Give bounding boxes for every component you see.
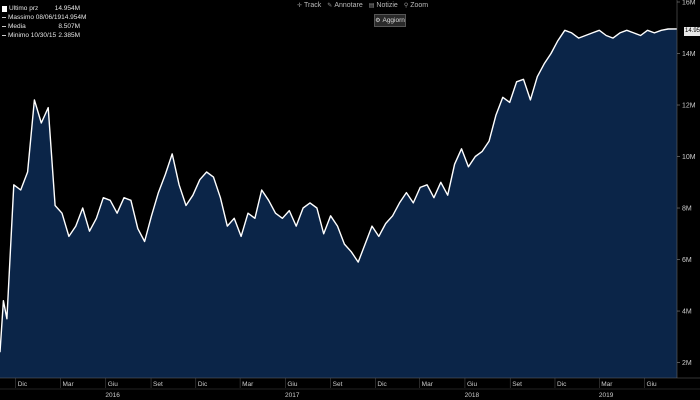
track-label: Track — [304, 2, 322, 9]
y-tick-label: 2M — [682, 360, 692, 367]
update-button[interactable]: ⚙ Aggiorn — [374, 14, 406, 27]
x-tick-label: Dic — [198, 381, 208, 388]
zoom-button[interactable]: ⚲ Zoom — [404, 2, 428, 9]
series-line — [0, 28, 678, 353]
y-tick-label: 16M — [682, 0, 696, 7]
line-marker-icon — [2, 17, 6, 18]
x-tick-label: Dic — [18, 381, 28, 388]
y-tick-label: 4M — [682, 309, 692, 316]
legend-item-last-price: Ultimo prz 14.954M — [2, 4, 80, 13]
annotate-button[interactable]: ✎ Annotare — [327, 2, 362, 9]
gear-icon: ⚙ — [375, 18, 381, 24]
x-year-label: 2017 — [285, 392, 300, 399]
legend: Ultimo prz 14.954M Massimo 08/06/19 14.9… — [2, 4, 86, 48]
x-tick-label: Giu — [467, 381, 478, 388]
x-tick-label: Giu — [287, 381, 298, 388]
box-marker-icon — [2, 5, 7, 12]
legend-item-min: Minimo 10/30/15 2.385M — [2, 31, 80, 40]
x-year-label: 2019 — [599, 392, 614, 399]
x-year-label: 2018 — [465, 392, 480, 399]
line-marker-icon — [2, 35, 6, 36]
legend-value: 8.507M — [58, 23, 80, 30]
news-label: Notizie — [376, 2, 398, 9]
area-fill — [0, 28, 677, 379]
zoom-label: Zoom — [410, 2, 429, 9]
x-tick-label: Giu — [108, 381, 119, 388]
x-axis: Dic Mar Giu Set Dic Mar Giu Set Dic Mar Giu Set Dic M… — [0, 377, 700, 399]
x-tick-label: Dic — [557, 381, 567, 388]
legend-label: Minimo 10/30/15 — [8, 32, 57, 39]
pencil-icon: ✎ — [327, 3, 333, 9]
update-label: Aggiorn — [382, 17, 405, 24]
news-button[interactable]: ▤ Notizie — [369, 2, 398, 9]
x-year-label: 2016 — [105, 392, 120, 399]
x-tick-label: Mar — [242, 381, 254, 388]
legend-value: 14.954M — [54, 5, 80, 12]
x-tick-label: Mar — [601, 381, 613, 388]
y-tick-label: 14M — [682, 51, 696, 58]
x-tick-label: Dic — [377, 381, 387, 388]
legend-item-average: Media 8.507M — [2, 22, 80, 31]
news-icon: ▤ — [368, 3, 375, 9]
last-price-tag: 14.954M — [684, 27, 700, 36]
chart-toolbar: ✛ Track ✎ Annotare ▤ Notizie ⚲ Zoom — [297, 2, 428, 9]
x-tick-label: Set — [333, 381, 343, 388]
y-axis: 2M 4M 6M 8M 10M 12M 14M 16M — [676, 0, 696, 378]
annotate-label: Annotare — [334, 2, 363, 9]
legend-label: Media — [8, 23, 26, 30]
area-layer — [0, 28, 678, 379]
y-tick-label: 6M — [682, 257, 692, 264]
x-tick-label: Mar — [63, 381, 75, 388]
y-tick-label: 12M — [682, 103, 696, 110]
legend-value: 2.385M — [58, 32, 80, 39]
y-tick-label: 8M — [682, 206, 692, 213]
x-tick-label: Set — [153, 381, 163, 388]
y-tick-label: 10M — [682, 154, 696, 161]
legend-label: Massimo 08/06/19 — [8, 14, 62, 21]
legend-item-max: Massimo 08/06/19 14.954M — [2, 13, 86, 22]
legend-value: 14.954M — [61, 14, 87, 21]
line-marker-icon — [2, 26, 6, 27]
x-tick-label: Giu — [647, 381, 658, 388]
magnifier-icon: ⚲ — [403, 3, 409, 9]
track-button[interactable]: ✛ Track — [297, 2, 321, 9]
legend-label: Ultimo prz — [9, 5, 39, 12]
plus-icon: ✛ — [297, 3, 303, 9]
x-tick-label: Set — [512, 381, 522, 388]
x-tick-label: Mar — [422, 381, 434, 388]
